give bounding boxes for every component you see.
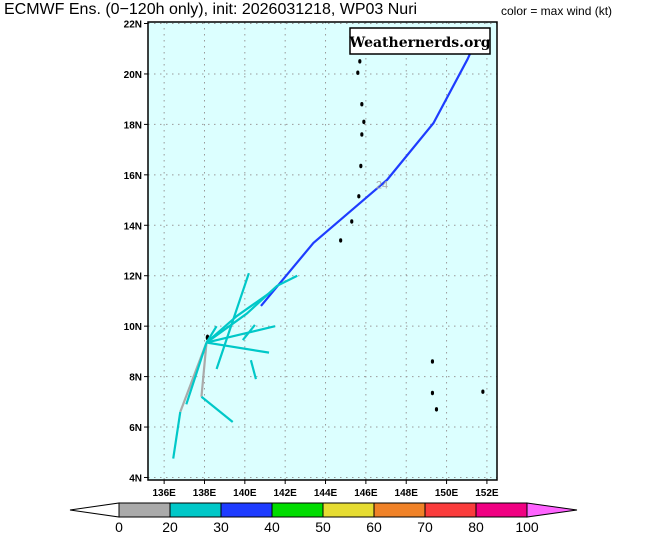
colorbar-label: 70 xyxy=(417,519,433,533)
y-tick-label: 12N xyxy=(124,272,142,283)
x-tick-label: 136E xyxy=(152,488,176,499)
x-tick-label: 142E xyxy=(273,488,297,499)
track-member-cyan-1 xyxy=(215,272,250,370)
track-member-cyan-3 xyxy=(205,292,270,344)
colorbar-caption: color = max wind (kt) xyxy=(501,4,613,18)
track-annotation: 24 xyxy=(376,180,388,192)
x-tick-label: 152E xyxy=(475,488,499,499)
island-icon xyxy=(430,359,435,364)
track-member-cyan-9 xyxy=(172,411,182,459)
colorbar-segment xyxy=(220,502,273,518)
colorbar-label: 20 xyxy=(162,519,178,533)
x-tick-label: 144E xyxy=(314,488,338,499)
x-tick-label: 140E xyxy=(233,488,257,499)
x-tick-label: 138E xyxy=(193,488,217,499)
track-member-gray-1 xyxy=(200,342,208,397)
colorbar-label: 30 xyxy=(213,519,229,533)
colorbar-segment xyxy=(271,502,324,518)
track-member-cyan-10 xyxy=(185,342,208,405)
y-tick-label: 6N xyxy=(129,423,142,434)
x-tick-label: 146E xyxy=(354,488,378,499)
colorbar-label: 60 xyxy=(366,519,382,533)
chart-title: ECMWF Ens. (0−120h only), init: 20260312… xyxy=(4,1,418,18)
track-member-cyan-7 xyxy=(241,324,256,341)
y-tick-label: 10N xyxy=(124,322,142,333)
colorbar-label: 100 xyxy=(515,519,539,533)
y-tick-label: 16N xyxy=(124,171,142,182)
colorbar-segment xyxy=(118,502,171,518)
island-icon xyxy=(356,70,360,75)
island-icon xyxy=(357,194,361,199)
colorbar-label: 0 xyxy=(115,519,123,533)
colorbar-label: 40 xyxy=(264,519,280,533)
colorbar-label: 80 xyxy=(468,519,484,533)
colorbar-over-arrow xyxy=(526,502,578,518)
map-background xyxy=(148,22,497,480)
y-tick-label: 8N xyxy=(129,373,142,384)
track-member-cyan-5 xyxy=(206,341,270,354)
y-tick-label: 14N xyxy=(124,221,142,232)
island-icon xyxy=(360,132,364,137)
island-icon xyxy=(362,119,366,125)
island-icon xyxy=(434,407,439,412)
island-icon xyxy=(339,238,343,243)
watermark: Weathernerds.org xyxy=(349,27,491,55)
track-member-cyan-11 xyxy=(205,325,218,344)
colorbar-segment xyxy=(424,502,477,518)
colorbar-label: 50 xyxy=(315,519,331,533)
x-tick-label: 150E xyxy=(435,488,459,499)
colorbar-segment xyxy=(475,502,528,518)
x-tick-label: 148E xyxy=(395,488,419,499)
y-tick-label: 20N xyxy=(124,70,142,81)
y-tick-label: 4N xyxy=(129,473,142,484)
island-icon xyxy=(358,59,362,64)
colorbar-segment xyxy=(373,502,426,518)
island-icon xyxy=(350,219,354,224)
track-member-cyan-4 xyxy=(206,325,276,344)
watermark-text: Weathernerds.org xyxy=(349,35,491,51)
track-member-cyan-6 xyxy=(249,359,257,380)
island-icon xyxy=(359,163,363,169)
island-icon xyxy=(481,389,485,394)
plot-frame xyxy=(147,21,498,481)
watermark-box xyxy=(349,27,491,55)
island-icon xyxy=(430,390,435,396)
island-icon xyxy=(360,102,364,107)
track-member-blue xyxy=(260,38,478,307)
colorbar-segment xyxy=(322,502,375,518)
colorbar-segment xyxy=(169,502,222,518)
track-member-cyan-8 xyxy=(200,395,234,423)
colorbar-under-arrow xyxy=(69,502,120,518)
y-tick-label: 18N xyxy=(124,120,142,131)
y-tick-label: 22N xyxy=(124,20,142,31)
